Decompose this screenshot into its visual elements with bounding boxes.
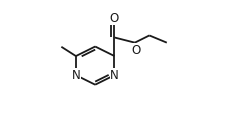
Text: O: O — [131, 44, 140, 57]
Text: N: N — [72, 69, 80, 82]
Text: N: N — [110, 69, 119, 82]
Text: O: O — [110, 12, 119, 25]
